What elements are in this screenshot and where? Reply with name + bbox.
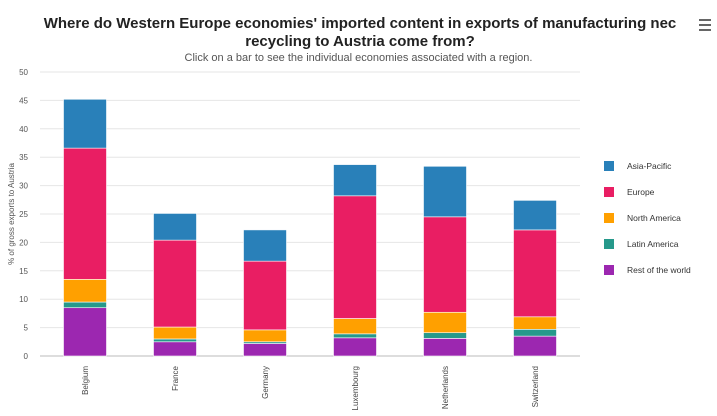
bar-segment[interactable]	[333, 164, 377, 197]
bar-segment[interactable]	[513, 229, 557, 318]
y-tick-label: 30	[19, 182, 28, 191]
bar-segment[interactable]	[423, 332, 467, 339]
bar-stack[interactable]	[333, 164, 377, 357]
legend-label: North America	[627, 213, 681, 223]
bar-segment[interactable]	[153, 326, 197, 340]
x-tick-label: Switzerland	[531, 366, 540, 407]
y-tick-label: 15	[19, 267, 28, 276]
bar-segment[interactable]	[333, 195, 377, 319]
bar-segment[interactable]	[243, 343, 287, 357]
legend-label: Latin America	[627, 239, 679, 249]
legend-swatch	[604, 161, 614, 171]
bar-segment[interactable]	[513, 335, 557, 357]
legend-item[interactable]: Asia-Pacific	[604, 161, 672, 171]
bars	[63, 98, 557, 357]
bar-segment[interactable]	[333, 333, 377, 339]
bar-stack[interactable]	[153, 213, 197, 357]
legend-item[interactable]: Rest of the world	[604, 265, 691, 275]
y-tick-label: 10	[19, 295, 28, 304]
x-tick-label: Netherlands	[441, 366, 450, 409]
bar-segment[interactable]	[63, 301, 107, 309]
y-tick-label: 5	[24, 324, 29, 333]
legend-label: Europe	[627, 187, 655, 197]
bar-segment[interactable]	[423, 216, 467, 313]
bar-segment[interactable]	[153, 213, 197, 241]
x-tick-label: Belgium	[81, 366, 90, 395]
bar-segment[interactable]	[153, 341, 197, 357]
bar-segment[interactable]	[513, 316, 557, 330]
legend-swatch	[604, 213, 614, 223]
bar-segment[interactable]	[333, 337, 377, 357]
chart-title: Where do Western Europe economies' impor…	[43, 15, 677, 50]
bar-stack[interactable]	[423, 165, 467, 357]
gridlines	[40, 71, 580, 357]
bar-segment[interactable]	[423, 338, 467, 357]
y-tick-label: 20	[19, 238, 28, 247]
legend-label: Asia-Pacific	[627, 161, 672, 171]
x-axis-ticks: Belgium France Germany Luxembourg Netherland…	[81, 365, 540, 410]
x-tick-label: France	[171, 365, 180, 390]
legend-label: Rest of the world	[627, 265, 691, 275]
bar-segment[interactable]	[243, 329, 287, 343]
bar-segment[interactable]	[333, 318, 377, 335]
bar-stack[interactable]	[63, 98, 107, 357]
bar-stack[interactable]	[513, 200, 557, 357]
bar-segment[interactable]	[63, 279, 107, 303]
hamburger-menu-icon[interactable]	[697, 18, 713, 32]
bar-segment[interactable]	[153, 239, 197, 328]
y-tick-label: 35	[19, 153, 28, 162]
y-tick-label: 40	[19, 125, 28, 134]
legend-item[interactable]: North America	[604, 213, 681, 223]
bar-segment[interactable]	[513, 200, 557, 231]
bar-segment[interactable]	[243, 260, 287, 331]
legend-swatch	[604, 265, 614, 275]
bar-segment[interactable]	[423, 165, 467, 218]
chart-subtitle: Click on a bar to see the individual eco…	[184, 52, 533, 64]
legend: Asia-Pacific Europe North America Latin Ame…	[604, 161, 691, 275]
bar-segment[interactable]	[63, 307, 107, 357]
y-axis-ticks: 0 5 10 15 20 25 30 35 40 45 50	[19, 68, 28, 361]
bar-segment[interactable]	[63, 98, 107, 149]
y-tick-label: 50	[19, 68, 28, 77]
bar-segment[interactable]	[153, 338, 197, 343]
bar-segment[interactable]	[63, 147, 107, 280]
x-tick-label: Luxembourg	[351, 366, 360, 410]
bar-stack[interactable]	[243, 229, 287, 357]
x-tick-label: Germany	[261, 366, 270, 399]
y-tick-label: 25	[19, 210, 28, 219]
bar-segment[interactable]	[423, 311, 467, 334]
y-tick-label: 45	[19, 96, 28, 105]
y-axis-label: % of gross exports to Austria	[7, 163, 16, 265]
bar-segment[interactable]	[243, 229, 287, 262]
legend-item[interactable]: Latin America	[604, 239, 679, 249]
bar-segment[interactable]	[513, 329, 557, 337]
legend-item[interactable]: Europe	[604, 187, 655, 197]
legend-swatch	[604, 239, 614, 249]
y-tick-label: 0	[24, 352, 29, 361]
legend-swatch	[604, 187, 614, 197]
